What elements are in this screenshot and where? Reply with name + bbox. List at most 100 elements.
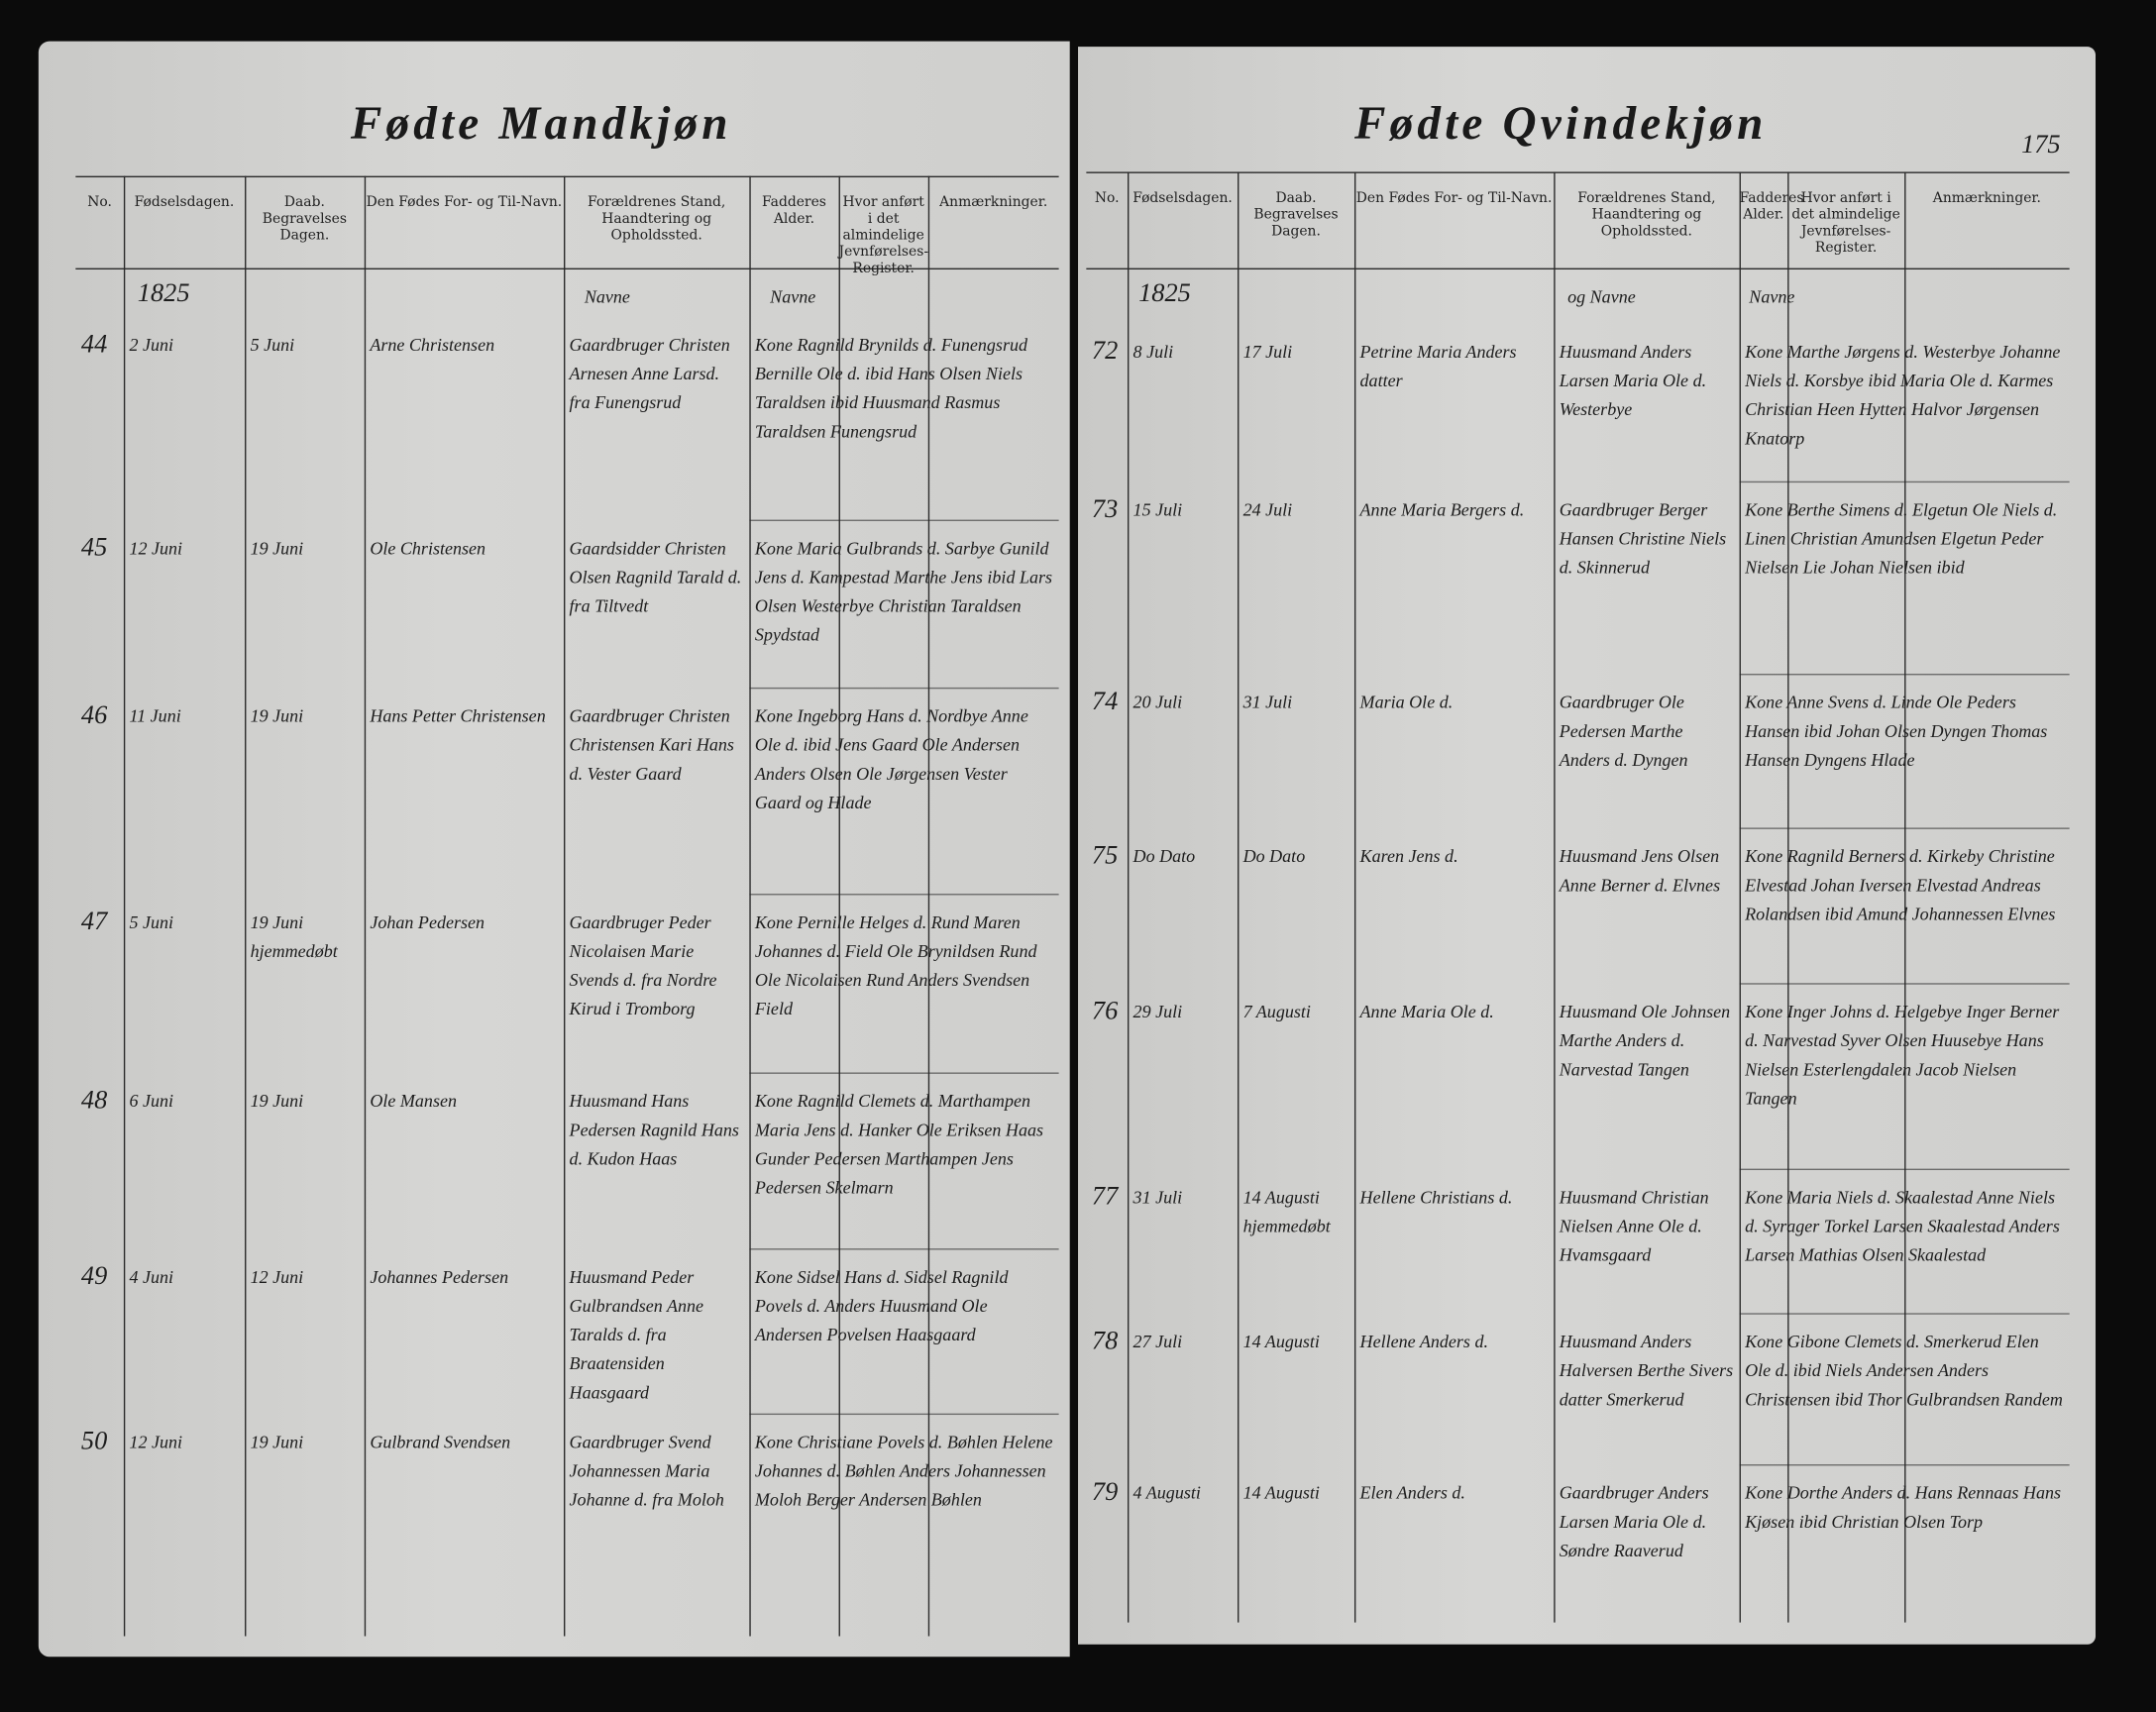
parents: Huusmand Ole Johnsen Marthe Anders d. Na…	[1559, 1001, 1731, 1080]
entry-number: 45	[80, 533, 108, 563]
sponsors: Kone Ingeborg Hans d. Nordbye Anne Ole d…	[754, 704, 1028, 813]
parents-note: Navne	[584, 285, 630, 307]
sponsors: Kone Anne Svens d. Linde Ole Peders Hans…	[1745, 692, 2048, 771]
year: 1825	[1138, 278, 1191, 308]
parents: Huusmand Christian Nielsen Anne Ole d. H…	[1559, 1186, 1709, 1265]
column-header: Fødselsdagen.	[1132, 190, 1233, 207]
baptism-date: 19 Juni hjemmedøbt	[250, 911, 338, 962]
child-name: Gulbrand Svendsen	[370, 1431, 511, 1452]
parents: Gaardbruger Christen Arnesen Anne Larsd.…	[569, 334, 730, 413]
column-header: Daab. Begravelses Dagen.	[262, 195, 347, 244]
row-rule	[749, 1248, 1059, 1250]
sponsors: Kone Dorthe Anders d. Hans Rennaas Hans …	[1745, 1482, 2062, 1533]
baptism-date: 12 Juni	[250, 1266, 304, 1287]
entry-number: 49	[80, 1262, 108, 1292]
baptism-date: 5 Juni	[250, 334, 295, 356]
birth-date: 20 Juli	[1132, 692, 1183, 712]
child-name: Anne Maria Ole d.	[1359, 1001, 1494, 1022]
row-rule	[1739, 983, 2070, 985]
birth-date: 8 Juli	[1132, 341, 1174, 362]
sponsors: Kone Berthe Simens d. Elgetun Ole Niels …	[1745, 498, 2058, 578]
header-rule	[75, 268, 1059, 270]
column-rule	[245, 175, 247, 1637]
column-rule	[749, 175, 751, 1637]
row-rule	[1739, 827, 2070, 829]
entry-number: 48	[80, 1086, 108, 1116]
entry-number: 79	[1091, 1477, 1119, 1508]
column-header: Fødselsdagen.	[134, 195, 235, 211]
column-header: No.	[1094, 190, 1120, 207]
child-name: Ole Christensen	[370, 537, 486, 559]
birth-date: 11 Juni	[129, 704, 181, 726]
birth-date: 4 Juni	[129, 1266, 174, 1287]
birth-date: 2 Juni	[129, 334, 174, 356]
row-rule	[1739, 1464, 2070, 1466]
column-rule	[927, 175, 930, 1637]
parents: Gaardsidder Christen Olsen Ragnild Taral…	[569, 537, 742, 616]
baptism-date: 14 Augusti	[1242, 1482, 1320, 1503]
row-rule	[1739, 1313, 2070, 1315]
column-rule	[1739, 171, 1741, 1623]
entry-number: 76	[1091, 997, 1119, 1026]
baptism-date: 24 Juli	[1242, 498, 1293, 520]
sponsors: Kone Inger Johns d. Helgebye Inger Berne…	[1745, 1001, 2060, 1109]
column-header: Hvor anført i det almindelige Jevnførels…	[838, 195, 929, 276]
entry-number: 47	[80, 907, 108, 937]
sponsors: Kone Gibone Clemets d. Smerkerud Elen Ol…	[1745, 1331, 2063, 1410]
header-rule	[1086, 268, 2070, 270]
sponsors: Kone Maria Gulbrands d. Sarbye Gunild Je…	[754, 537, 1053, 645]
child-name: Karen Jens d.	[1359, 845, 1458, 867]
parents: Gaardbruger Svend Johannessen Maria Joha…	[569, 1431, 724, 1510]
child-name: Hellene Anders d.	[1359, 1331, 1488, 1352]
parents-note: og Navne	[1567, 285, 1636, 307]
baptism-date: 19 Juni	[250, 1431, 304, 1452]
column-rule	[838, 175, 840, 1637]
row-rule	[749, 1413, 1059, 1416]
sponsors: Kone Maria Niels d. Skaalestad Anne Niel…	[1745, 1186, 2060, 1265]
column-rule	[1787, 171, 1789, 1623]
row-rule	[1739, 674, 2070, 676]
child-name: Johan Pedersen	[370, 911, 485, 932]
parents: Gaardbruger Berger Hansen Christine Niel…	[1559, 498, 1727, 578]
column-header: Den Fødes For- og Til-Navn.	[1355, 190, 1553, 207]
column-rule	[1238, 171, 1240, 1623]
sponsors-note: Navne	[1749, 285, 1795, 307]
column-rule	[364, 175, 367, 1637]
column-rule	[1353, 171, 1356, 1623]
child-name: Elen Anders d.	[1359, 1482, 1465, 1503]
parents: Huusmand Peder Gulbrandsen Anne Taralds …	[569, 1266, 704, 1403]
parents: Huusmand Hans Pedersen Ragnild Hans d. K…	[569, 1090, 739, 1169]
birth-date: 27 Juli	[1132, 1331, 1183, 1352]
child-name: Hans Petter Christensen	[370, 704, 546, 726]
baptism-date: Do Dato	[1242, 845, 1306, 867]
header-rule	[75, 175, 1059, 178]
column-header: Den Fødes For- og Til-Navn.	[366, 195, 563, 211]
row-rule	[1739, 1168, 2070, 1171]
column-header: Daab. Begravelses Dagen.	[1253, 190, 1339, 240]
birth-date: 12 Juni	[129, 537, 183, 559]
baptism-date: 19 Juni	[250, 704, 304, 726]
entry-number: 44	[80, 330, 108, 360]
birth-date: 4 Augusti	[1132, 1482, 1201, 1503]
parents: Gaardbruger Ole Pedersen Marthe Anders d…	[1559, 692, 1688, 771]
right-page	[1078, 47, 2097, 1645]
column-header: Fadderes Alder.	[761, 195, 826, 227]
sponsors: Kone Ragnild Berners d. Kirkeby Christin…	[1745, 845, 2056, 924]
parents: Gaardbruger Anders Larsen Maria Ole d. S…	[1559, 1482, 1709, 1561]
baptism-date: 14 Augusti	[1242, 1331, 1320, 1352]
birth-date: 15 Juli	[1132, 498, 1183, 520]
sponsors-note: Navne	[770, 285, 816, 307]
baptism-date: 19 Juni	[250, 1090, 304, 1112]
birth-date: 29 Juli	[1132, 1001, 1183, 1022]
column-header: No.	[87, 195, 112, 211]
column-header: Anmærkninger.	[939, 195, 1048, 211]
child-name: Hellene Christians d.	[1359, 1186, 1513, 1208]
sponsors: Kone Ragnild Clemets d. Marthampen Maria…	[754, 1090, 1044, 1198]
birth-date: Do Dato	[1132, 845, 1196, 867]
header-rule	[1086, 171, 2070, 173]
row-rule	[749, 1072, 1059, 1074]
column-header: Anmærkninger.	[1932, 190, 2041, 207]
parents: Huusmand Anders Halversen Berthe Sivers …	[1559, 1331, 1734, 1410]
